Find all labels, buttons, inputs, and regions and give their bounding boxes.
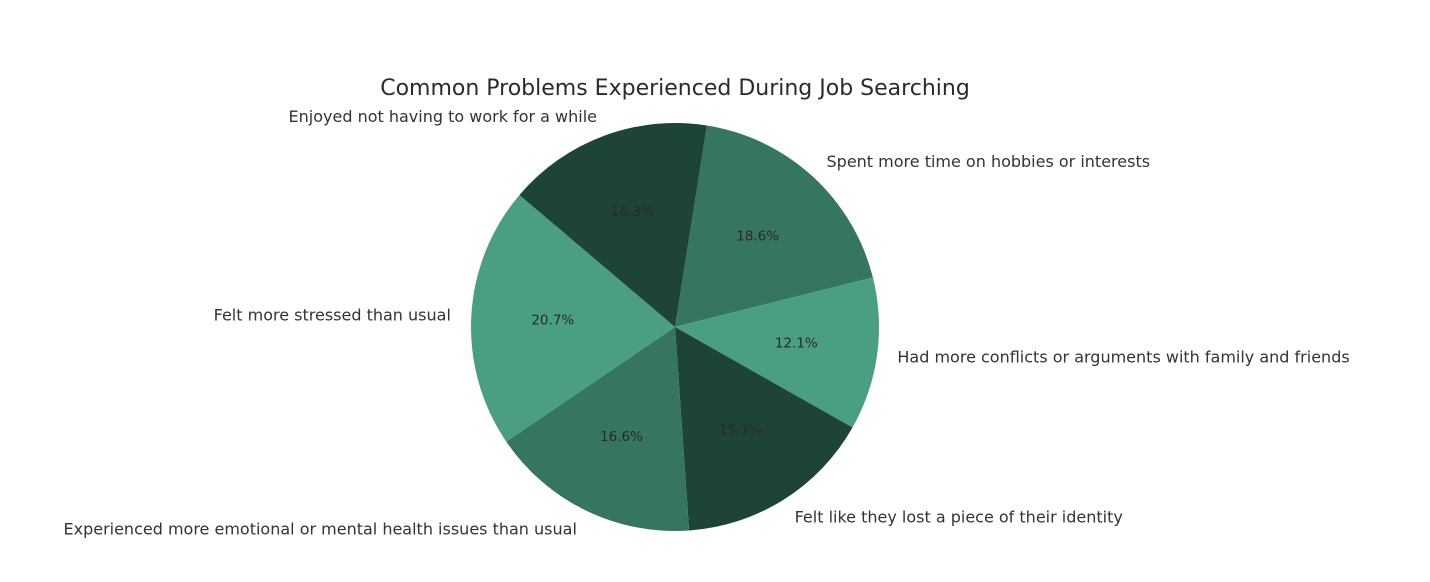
pie-slice-felt-like-they-lost-a-piece-of-their-identity bbox=[675, 327, 853, 531]
category-label-felt-more-stressed-than-usual: Felt more stressed than usual bbox=[214, 306, 451, 325]
pie-slice-enjoyed-not-having-to-work-for-a-while bbox=[519, 122, 707, 327]
pie-slice-had-more-conflicts-or-arguments-with-family-and-friends bbox=[675, 277, 880, 428]
pie-slice-spent-more-time-on-hobbies-or-interests bbox=[675, 125, 873, 327]
pie-slices bbox=[470, 122, 880, 531]
percent-labels: 18.6% 12.1% 15.7% 16.6% 20.7% 16.3% bbox=[531, 204, 818, 445]
category-label-spent-more-time-on-hobbies-or-interests: Spent more time on hobbies or interests bbox=[827, 152, 1151, 171]
percent-label-spent-more-time-on-hobbies-or-interests: 18.6% bbox=[736, 229, 779, 245]
category-label-experienced-more-emotional-or-mental-health-issues-than-usual: Experienced more emotional or mental hea… bbox=[63, 519, 576, 538]
category-label-felt-like-they-lost-a-piece-of-their-identity: Felt like they lost a piece of their ide… bbox=[795, 507, 1123, 526]
pie-slice-experienced-more-emotional-or-mental-health-issues-than-usual bbox=[506, 327, 690, 531]
percent-label-had-more-conflicts-or-arguments-with-family-and-friends: 12.1% bbox=[775, 336, 818, 352]
category-label-enjoyed-not-having-to-work-for-a-while: Enjoyed not having to work for a while bbox=[289, 107, 597, 126]
category-labels: Spent more time on hobbies or interests H… bbox=[63, 107, 1349, 538]
percent-label-enjoyed-not-having-to-work-for-a-while: 16.3% bbox=[611, 204, 654, 220]
percent-label-felt-like-they-lost-a-piece-of-their-identity: 15.7% bbox=[719, 423, 762, 439]
percent-label-experienced-more-emotional-or-mental-health-issues-than-usual: 16.6% bbox=[600, 429, 643, 445]
pie-slice-felt-more-stressed-than-usual bbox=[470, 195, 675, 442]
percent-label-felt-more-stressed-than-usual: 20.7% bbox=[531, 313, 574, 329]
category-label-had-more-conflicts-or-arguments-with-family-and-friends: Had more conflicts or arguments with fam… bbox=[897, 348, 1349, 367]
chart-title: Common Problems Experienced During Job S… bbox=[380, 76, 970, 101]
